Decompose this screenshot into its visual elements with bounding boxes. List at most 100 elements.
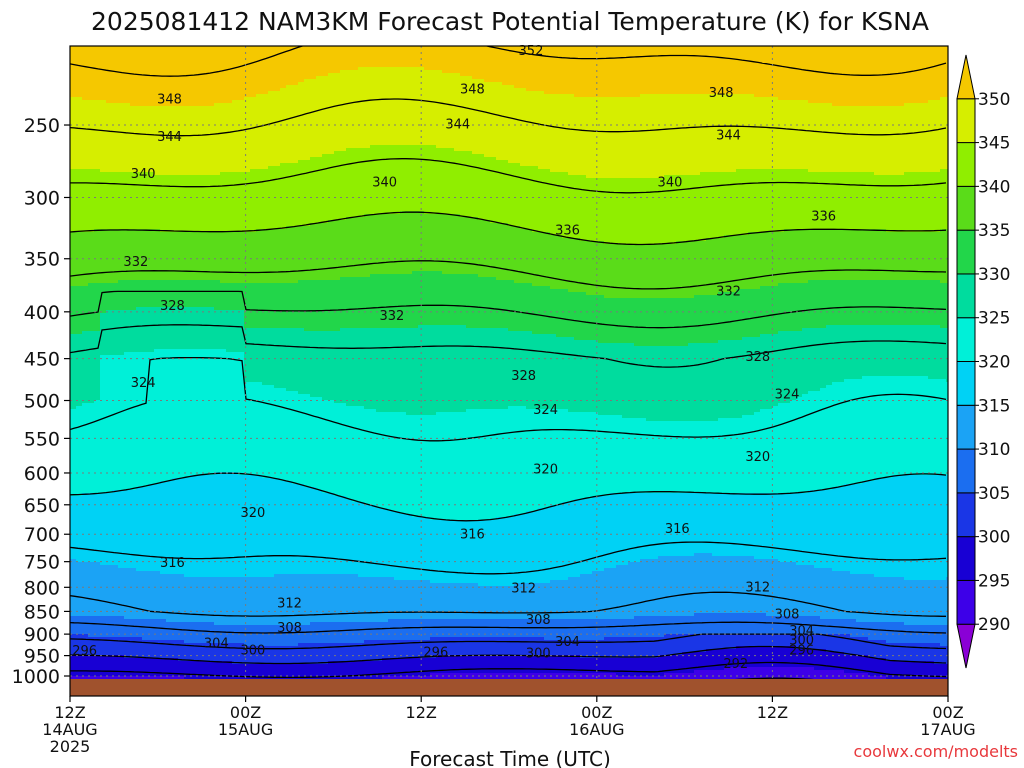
contour-line-308 — [70, 621, 947, 634]
y-tick-label: 650 — [24, 495, 60, 517]
y-tick-label: 750 — [24, 552, 60, 574]
colorbar-label: 340 — [978, 177, 1010, 197]
colorbar: 290 295 300 305 310 315 320 325 330 335 340 345 350 — [956, 54, 1010, 669]
x-tick-label: 12Z — [406, 703, 437, 722]
contour-line-304 — [70, 633, 947, 650]
contour-label: 316 — [460, 528, 485, 543]
y-tick-label: 800 — [24, 577, 60, 599]
plot-area: 352 348 348 348 344 344 344 340 340 340 336 336 332 3… — [69, 44, 949, 697]
contour-label: 324 — [775, 387, 800, 402]
colorbar-label: 290 — [978, 615, 1010, 635]
colorbar-label: 325 — [978, 309, 1010, 329]
y-tick-label: 900 — [24, 624, 60, 646]
x-tick-label: 15AUG — [218, 720, 273, 739]
contour-label: 300 — [789, 633, 814, 648]
filled-field — [70, 46, 948, 679]
credit-link[interactable]: coolwx.com/modelts — [854, 742, 1018, 761]
contour-label: 304 — [204, 636, 229, 651]
contour-label: 300 — [241, 643, 266, 658]
contour-label: 296 — [789, 643, 814, 658]
contour-label: 316 — [665, 522, 690, 537]
y-tick-label: 700 — [24, 524, 60, 546]
colorbar-segment — [956, 142, 976, 187]
x-tick-label: 14AUG — [42, 720, 97, 739]
y-tick-label: 600 — [24, 463, 60, 485]
contour-label: 348 — [157, 93, 182, 108]
contour-line-352 — [70, 46, 947, 77]
contour-label: 336 — [811, 210, 836, 225]
contour-label: 348 — [460, 82, 485, 97]
contour-label: 320 — [745, 450, 770, 465]
colorbar-segment — [956, 273, 976, 319]
contour-label: 324 — [533, 403, 558, 418]
contour-labels: 352 348 348 348 344 344 344 340 340 340 336 336 332 3… — [72, 44, 836, 672]
contour-label: 312 — [745, 580, 770, 595]
colorbar-segment — [956, 317, 976, 363]
contour-line-336 — [70, 260, 947, 290]
contour-label: 296 — [72, 644, 97, 659]
y-tick-label: 250 — [24, 115, 60, 137]
contour-line-292 — [734, 677, 815, 679]
colorbar-label: 345 — [978, 134, 1010, 154]
colorbar-segment — [956, 361, 976, 406]
contour-label: 324 — [131, 376, 156, 391]
colorbar-segment — [956, 404, 976, 450]
chart-title: 2025081412 NAM3KM Forecast Potential Tem… — [91, 7, 929, 36]
contour-label: 292 — [723, 657, 748, 672]
contour-label: 340 — [658, 175, 683, 190]
colorbar-label: 330 — [978, 265, 1010, 285]
colorbar-label: 350 — [978, 90, 1010, 110]
contour-label: 344 — [716, 128, 741, 143]
contour-label: 312 — [277, 596, 302, 611]
x-tick-label: 00Z — [932, 703, 963, 722]
contour-label: 304 — [555, 635, 580, 650]
contour-label: 332 — [716, 284, 741, 299]
y-tick-label: 850 — [24, 601, 60, 623]
colorbar-segment — [956, 98, 976, 144]
colorbar-label: 335 — [978, 221, 1010, 241]
colorbar-segment — [956, 623, 976, 669]
y-tick-label: 350 — [24, 249, 60, 271]
contour-label: 308 — [277, 621, 302, 636]
contour-line-296 — [70, 661, 947, 679]
colorbar-label: 315 — [978, 396, 1010, 416]
gridlines — [69, 46, 949, 679]
colorbar-segment — [956, 54, 976, 100]
x-tick-label: 12Z — [757, 703, 788, 722]
x-tick-label: 12Z — [54, 703, 85, 722]
contour-label: 332 — [123, 255, 148, 270]
contour-label: 328 — [160, 299, 185, 314]
contour-line-348 — [70, 98, 947, 137]
y-tick-label: 950 — [24, 646, 60, 668]
y-tick-label: 400 — [24, 302, 60, 324]
contour-label: 320 — [533, 462, 558, 477]
contour-line-316 — [70, 541, 947, 575]
y-axis: 2503003504004505005506006507007508008509… — [12, 115, 70, 688]
colorbar-segment — [956, 492, 976, 538]
contour-line-324 — [70, 356, 947, 442]
contour-label: 308 — [775, 608, 800, 623]
contour-label: 304 — [789, 624, 814, 639]
contour-line-340 — [70, 211, 947, 246]
x-tick-label: 2025 — [50, 737, 91, 756]
colorbar-segment — [956, 185, 976, 231]
contour-line-312 — [70, 591, 946, 617]
y-tick-label: 300 — [24, 187, 60, 209]
x-tick-label: 00Z — [230, 703, 261, 722]
ground-surface — [70, 679, 948, 696]
contour-label: 352 — [519, 44, 544, 59]
contour-label: 332 — [380, 309, 405, 324]
x-axis-label: Forecast Time (UTC) — [409, 747, 611, 768]
contour-label: 312 — [511, 581, 536, 596]
contour-label: 340 — [131, 167, 156, 182]
colorbar-label: 305 — [978, 484, 1010, 504]
plot-frame — [69, 45, 949, 697]
y-tick-label: 1000 — [12, 666, 60, 688]
contour-label: 328 — [745, 350, 770, 365]
contour-label: 328 — [511, 369, 536, 384]
x-tick-label: 00Z — [581, 703, 612, 722]
contour-label: 348 — [709, 86, 734, 101]
